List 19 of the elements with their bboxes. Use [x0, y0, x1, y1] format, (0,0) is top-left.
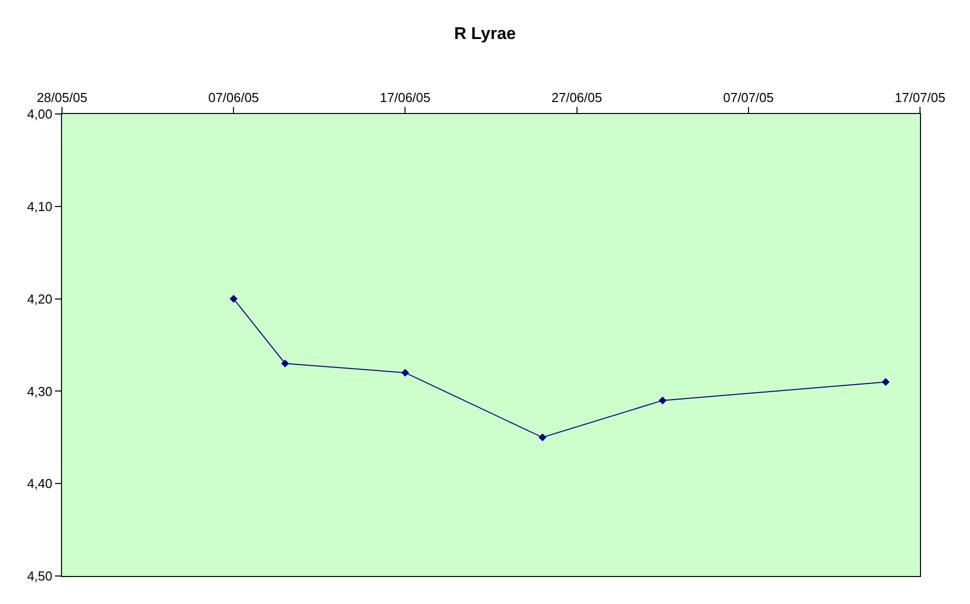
y-tick-label: 4,30 [27, 384, 52, 399]
y-tick-label: 4,40 [27, 476, 52, 492]
x-tick-label: 27/06/05 [551, 90, 602, 105]
point [882, 378, 890, 386]
x-tick-label: 17/06/05 [380, 90, 431, 105]
x-tick-label: 28/05/05 [36, 90, 88, 105]
point [281, 360, 289, 368]
point [658, 396, 666, 404]
y-tick-label: 4,10 [27, 198, 52, 214]
point [538, 434, 546, 442]
point [230, 294, 238, 303]
x-tick-label: 17/07/05 [894, 90, 946, 105]
y-tick-label: 4,20 [27, 291, 52, 306]
x-tick-label: 07/07/05 [723, 90, 774, 105]
x-tick-label: 07/06/05 [208, 90, 259, 105]
y-tick-label: 4,50 [27, 568, 52, 584]
point [401, 368, 410, 377]
chart-title: R Lyrae [454, 24, 516, 44]
y-tick-label: 4,00 [27, 106, 52, 122]
